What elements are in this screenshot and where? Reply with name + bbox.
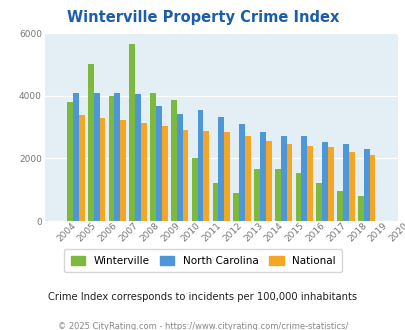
Bar <box>357 196 363 221</box>
Bar <box>218 117 224 221</box>
Bar <box>265 141 271 221</box>
Bar <box>67 102 73 221</box>
Bar <box>337 191 342 221</box>
Bar <box>322 142 327 221</box>
Bar <box>244 136 250 221</box>
Bar <box>327 147 333 221</box>
Bar <box>141 123 147 221</box>
Bar <box>156 106 162 221</box>
Bar <box>197 110 203 221</box>
Bar <box>129 44 135 221</box>
Bar <box>363 149 369 221</box>
Bar <box>301 137 307 221</box>
Bar <box>212 183 218 221</box>
Text: Crime Index corresponds to incidents per 100,000 inhabitants: Crime Index corresponds to incidents per… <box>48 292 357 302</box>
Text: Winterville Property Crime Index: Winterville Property Crime Index <box>67 10 338 25</box>
Bar <box>99 118 105 221</box>
Bar <box>286 144 292 221</box>
Bar <box>171 100 176 221</box>
Bar <box>274 169 280 221</box>
Bar <box>79 115 84 221</box>
Bar <box>369 155 375 221</box>
Bar <box>135 94 141 221</box>
Bar <box>348 152 354 221</box>
Legend: Winterville, North Carolina, National: Winterville, North Carolina, National <box>64 249 341 272</box>
Bar <box>176 114 182 221</box>
Bar <box>280 137 286 221</box>
Bar <box>182 130 188 221</box>
Bar <box>203 131 209 221</box>
Bar <box>259 132 265 221</box>
Bar <box>307 146 312 221</box>
Bar <box>254 169 259 221</box>
Bar <box>295 173 301 221</box>
Bar <box>94 93 99 221</box>
Bar <box>162 126 167 221</box>
Bar <box>120 120 126 221</box>
Bar <box>109 96 114 221</box>
Bar <box>87 64 94 221</box>
Bar <box>73 93 79 221</box>
Bar <box>114 93 120 221</box>
Bar <box>315 183 322 221</box>
Bar <box>239 124 244 221</box>
Bar <box>150 93 156 221</box>
Text: © 2025 CityRating.com - https://www.cityrating.com/crime-statistics/: © 2025 CityRating.com - https://www.city… <box>58 322 347 330</box>
Bar <box>342 144 348 221</box>
Bar <box>191 158 197 221</box>
Bar <box>233 193 239 221</box>
Bar <box>224 132 229 221</box>
